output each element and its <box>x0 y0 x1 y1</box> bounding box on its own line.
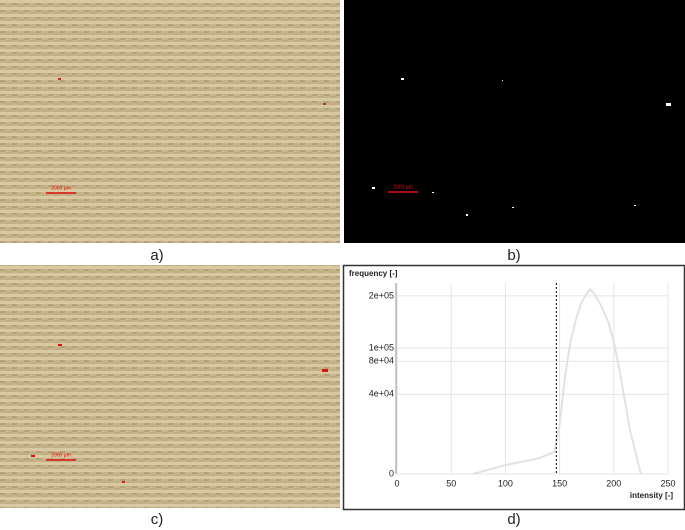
plot: 0 4e+04 8e+04 1e+05 2e+05 0 50 100 150 200 250 <box>369 283 676 488</box>
speck <box>323 103 326 105</box>
x-axis-label: intensity [-] <box>630 491 673 500</box>
caption: d) <box>507 511 520 528</box>
y-tick-label: 8e+04 <box>369 356 394 366</box>
chart-frame <box>342 264 685 511</box>
x-tick-label: 50 <box>446 478 456 488</box>
scale-bar-label: 2000 µm <box>51 452 71 458</box>
caption: b) <box>507 247 520 264</box>
caption: c) <box>151 511 164 528</box>
image-c <box>0 265 340 508</box>
x-tick-label: 0 <box>394 478 399 488</box>
speck <box>58 344 62 346</box>
y-tick-label: 2e+05 <box>369 290 394 300</box>
speck <box>58 78 61 80</box>
speck <box>31 455 35 457</box>
image-a <box>0 0 340 243</box>
x-tick-label: 150 <box>552 478 567 488</box>
y-tick-label: 4e+04 <box>369 389 394 399</box>
scale-bar-label: 2000 µm <box>51 185 71 191</box>
y-tick-label: 1e+05 <box>369 342 394 352</box>
specks <box>372 78 671 216</box>
x-tick-label: 100 <box>498 478 513 488</box>
scale-bar-label: 2000 µm <box>393 184 413 190</box>
x-tick-label: 200 <box>606 478 621 488</box>
speck <box>322 369 328 372</box>
histogram-line <box>472 287 642 475</box>
y-axis-label: frequency [-] <box>349 269 398 278</box>
caption: a) <box>150 247 163 264</box>
speck <box>122 481 125 483</box>
x-tick-label: 250 <box>660 478 675 488</box>
y-tick-label: 0 <box>389 468 394 478</box>
image-b <box>344 0 685 243</box>
